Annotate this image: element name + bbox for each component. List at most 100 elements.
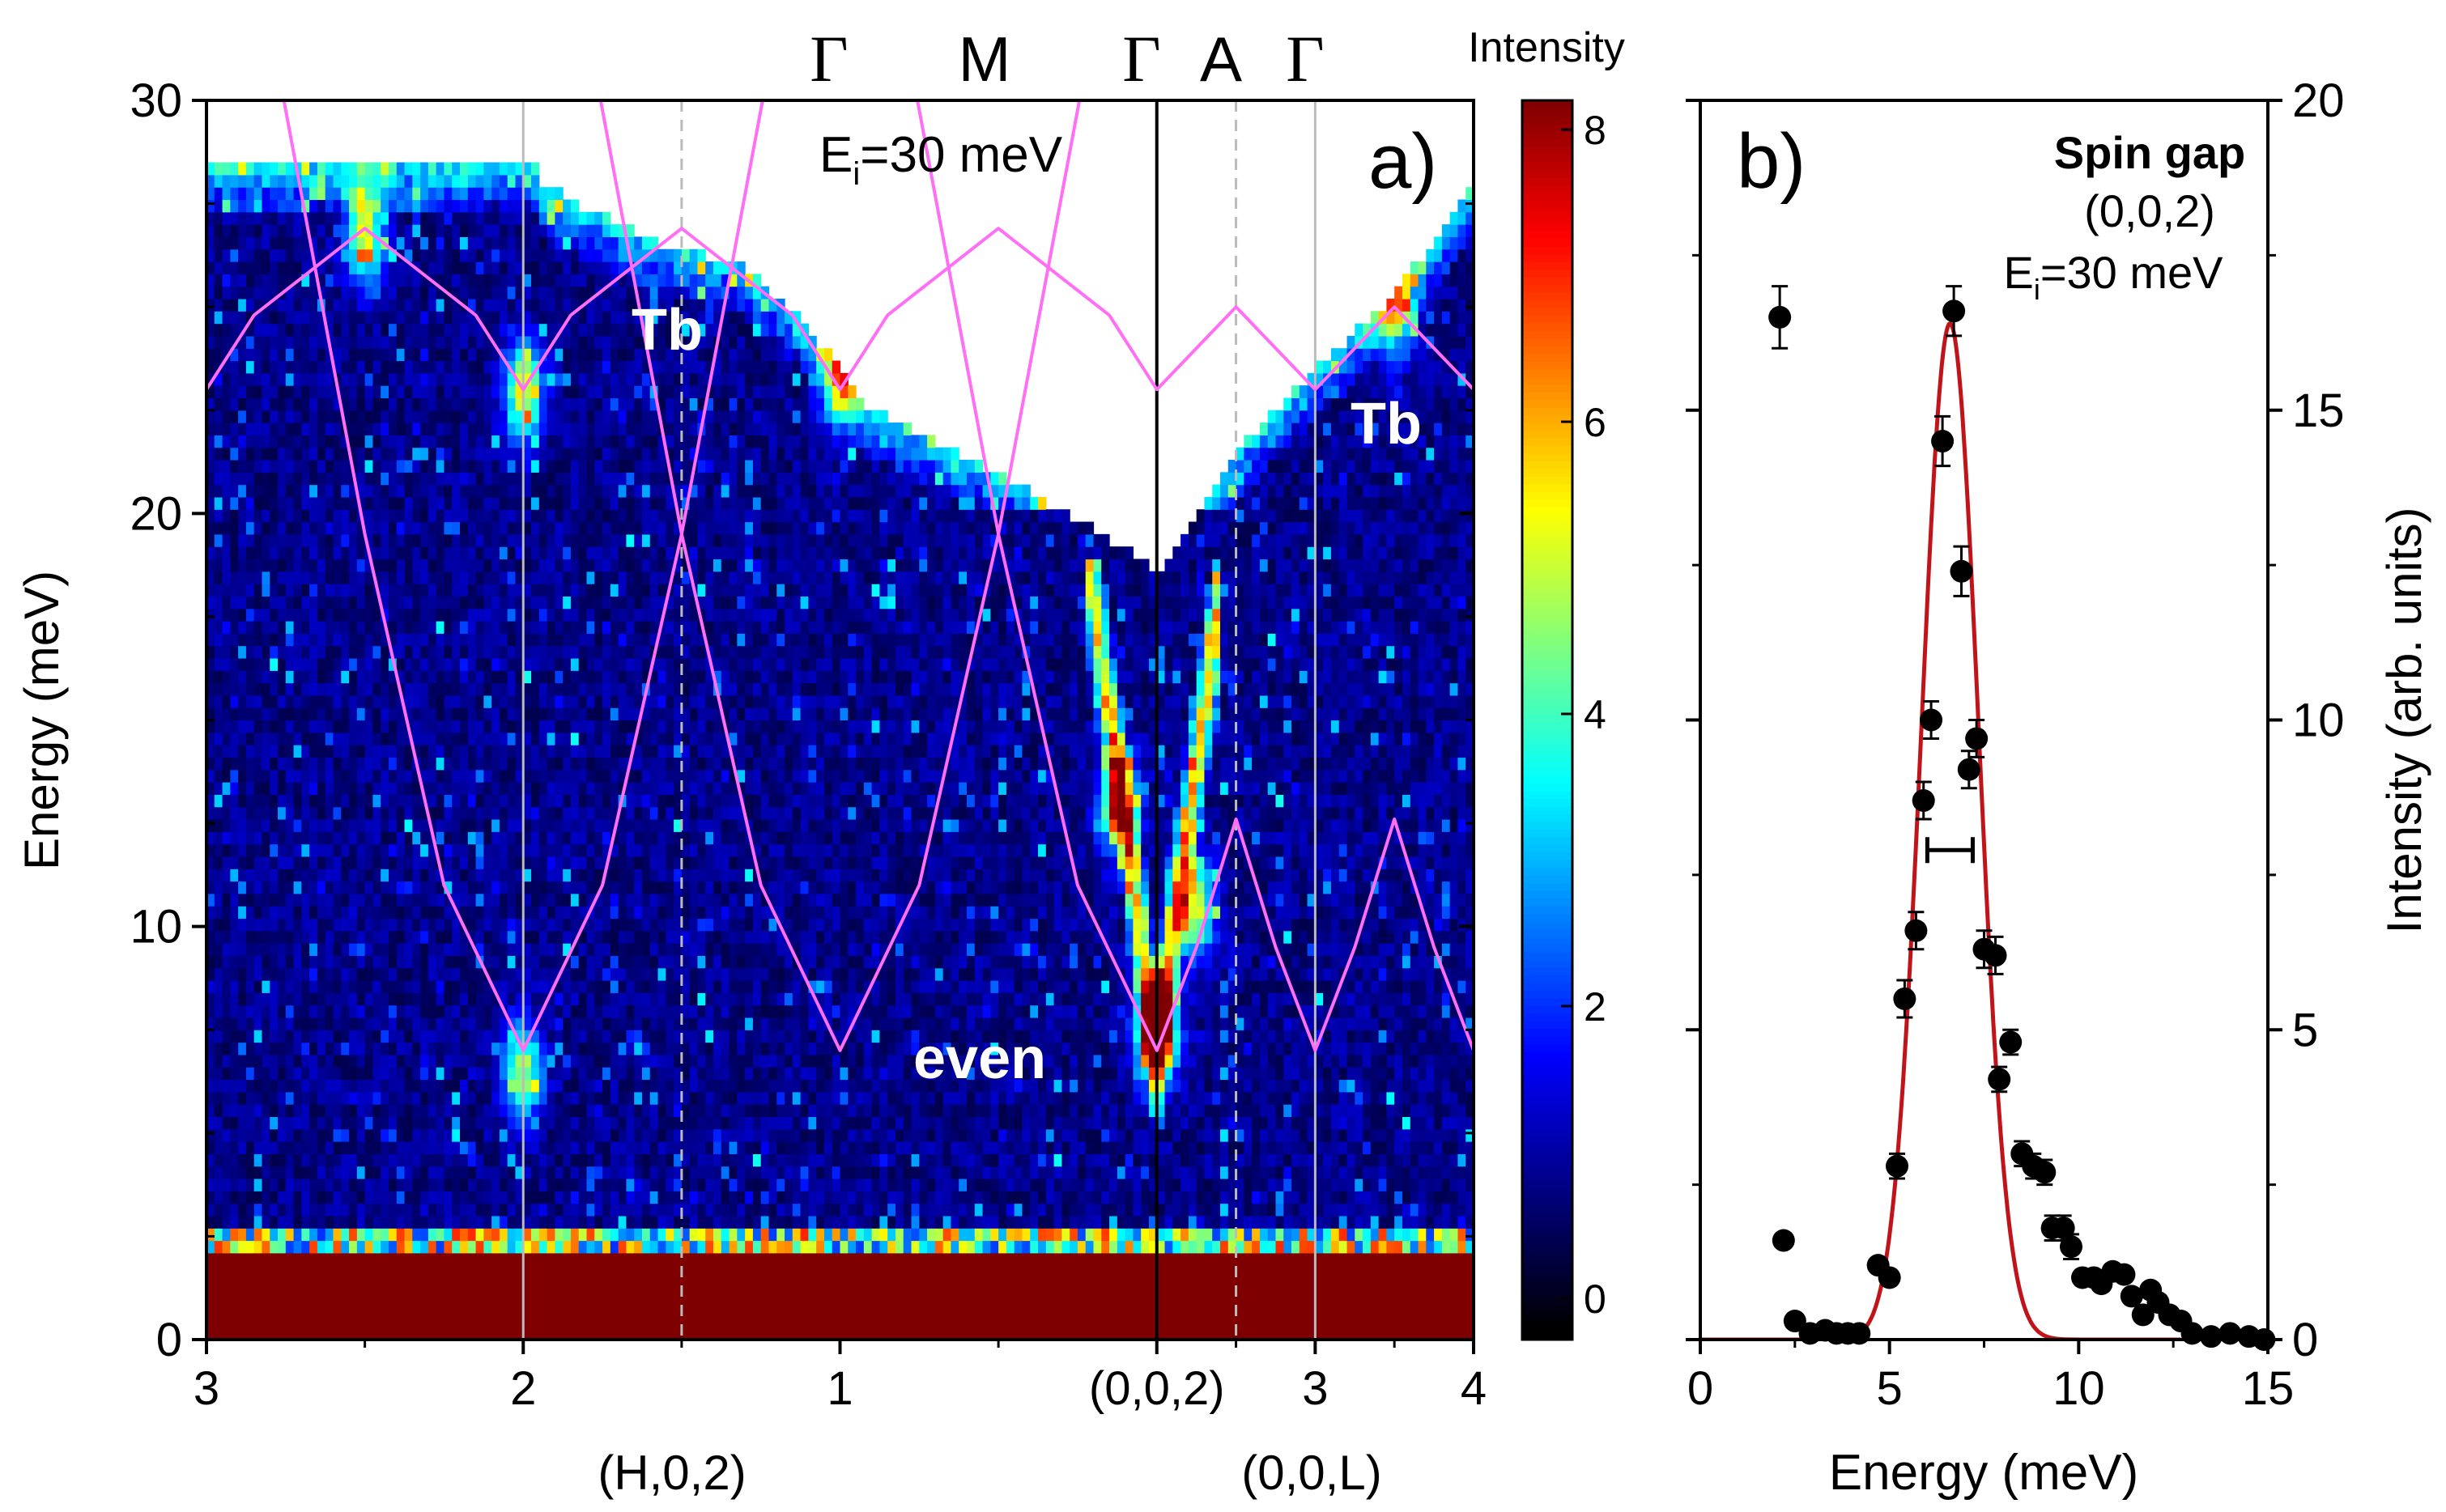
heatmap-cell xyxy=(285,236,295,250)
heatmap-cell xyxy=(214,657,223,671)
heatmap-cell xyxy=(610,298,619,312)
heatmap-cell xyxy=(475,311,484,325)
heatmap-cell xyxy=(538,435,548,448)
heatmap-cell xyxy=(531,484,540,498)
heatmap-cell xyxy=(483,955,492,969)
heatmap-cell xyxy=(475,621,484,634)
heatmap-cell xyxy=(499,893,508,907)
heatmap-cell xyxy=(285,484,295,498)
heatmap-cell xyxy=(396,1004,406,1018)
heatmap-cell xyxy=(404,447,413,461)
heatmap-cell xyxy=(214,1128,223,1142)
heatmap-cell xyxy=(396,621,406,634)
heatmap-cell xyxy=(381,1228,389,1242)
heatmap-cell xyxy=(262,633,270,647)
heatmap-cell xyxy=(475,559,484,572)
heatmap-cell xyxy=(491,1252,500,1266)
heatmap-cell xyxy=(404,472,413,486)
heatmap-cell xyxy=(325,670,334,684)
heatmap-cell xyxy=(531,1104,540,1118)
heatmap-cell xyxy=(555,472,564,486)
heatmap-cell xyxy=(253,1215,263,1229)
heatmap-cell xyxy=(206,608,215,622)
heatmap-cell xyxy=(293,745,302,758)
heatmap-cell xyxy=(230,1228,239,1242)
heatmap-cell xyxy=(356,162,366,176)
heatmap-cell xyxy=(499,360,508,374)
heatmap-cell xyxy=(404,298,413,312)
heatmap-cell xyxy=(499,397,508,411)
heatmap-cell xyxy=(309,633,318,647)
heatmap-cell xyxy=(285,509,295,523)
heatmap-cell xyxy=(444,918,453,932)
heatmap-cell xyxy=(317,187,326,201)
heatmap-cell xyxy=(570,769,580,783)
heatmap-cell xyxy=(436,1116,445,1130)
heatmap-cell xyxy=(515,1178,524,1191)
heatmap-cell xyxy=(317,1252,326,1266)
heatmap-cell xyxy=(333,410,342,423)
heatmap-cell xyxy=(547,459,555,473)
heatmap-cell xyxy=(245,918,255,932)
heatmap-cell xyxy=(602,1265,611,1279)
heatmap-cell xyxy=(594,372,603,386)
heatmap-cell xyxy=(515,1228,524,1242)
heatmap-cell xyxy=(538,1153,548,1167)
heatmap-cell xyxy=(618,1327,627,1340)
heatmap-cell xyxy=(206,1128,215,1142)
heatmap-cell xyxy=(436,831,445,845)
heatmap-cell xyxy=(594,645,603,659)
heatmap-cell xyxy=(333,745,342,758)
heatmap-cell xyxy=(278,967,287,981)
heatmap-cell xyxy=(563,732,572,745)
heatmap-cell xyxy=(356,818,366,832)
heatmap-cell xyxy=(515,1203,524,1217)
heatmap-cell xyxy=(436,1252,445,1266)
heatmap-cell xyxy=(238,694,247,708)
heatmap-cell xyxy=(356,286,366,299)
heatmap-cell xyxy=(253,980,263,993)
heatmap-cell xyxy=(428,732,437,745)
heatmap-cell xyxy=(396,484,406,498)
heatmap-cell xyxy=(420,261,429,274)
heatmap-cell xyxy=(372,596,381,609)
heatmap-cell xyxy=(372,1191,381,1204)
heatmap-cell xyxy=(245,224,255,238)
heatmap-cell xyxy=(412,1153,421,1167)
heatmap-cell xyxy=(467,1116,477,1130)
heatmap-cell xyxy=(381,980,389,993)
heatmap-cell xyxy=(412,682,421,696)
heatmap-cell xyxy=(428,1141,437,1154)
heatmap-cell xyxy=(515,298,524,312)
heatmap-cell xyxy=(515,893,524,907)
heatmap-cell xyxy=(262,372,270,386)
heatmap-cell xyxy=(270,918,279,932)
heatmap-cell xyxy=(388,732,398,745)
heatmap-cell xyxy=(538,694,548,708)
heatmap-cell xyxy=(293,1252,302,1266)
heatmap-cell xyxy=(499,472,508,486)
heatmap-cell xyxy=(262,943,270,956)
heatmap-cell xyxy=(531,843,540,857)
heatmap-cell xyxy=(349,831,358,845)
heatmap-cell xyxy=(547,1178,555,1191)
heatmap-cell xyxy=(356,571,366,584)
heatmap-cell xyxy=(278,596,287,609)
heatmap-cell xyxy=(444,1203,453,1217)
heatmap-cell xyxy=(499,174,508,188)
heatmap-cell xyxy=(349,323,358,337)
heatmap-cell xyxy=(381,608,389,622)
heatmap-cell xyxy=(610,1017,619,1030)
heatmap-cell xyxy=(538,509,548,523)
heatmap-cell xyxy=(412,1178,421,1191)
heatmap-cell xyxy=(372,694,381,708)
heatmap-cell xyxy=(364,806,374,820)
heatmap-cell xyxy=(230,930,239,944)
heatmap-cell xyxy=(570,435,580,448)
heatmap-cell xyxy=(404,1017,413,1030)
heatmap-cell xyxy=(444,1315,453,1328)
heatmap-cell xyxy=(404,1079,413,1093)
heatmap-cell xyxy=(578,1289,588,1303)
heatmap-cell xyxy=(262,1079,270,1093)
heatmap-cell xyxy=(341,1252,350,1266)
